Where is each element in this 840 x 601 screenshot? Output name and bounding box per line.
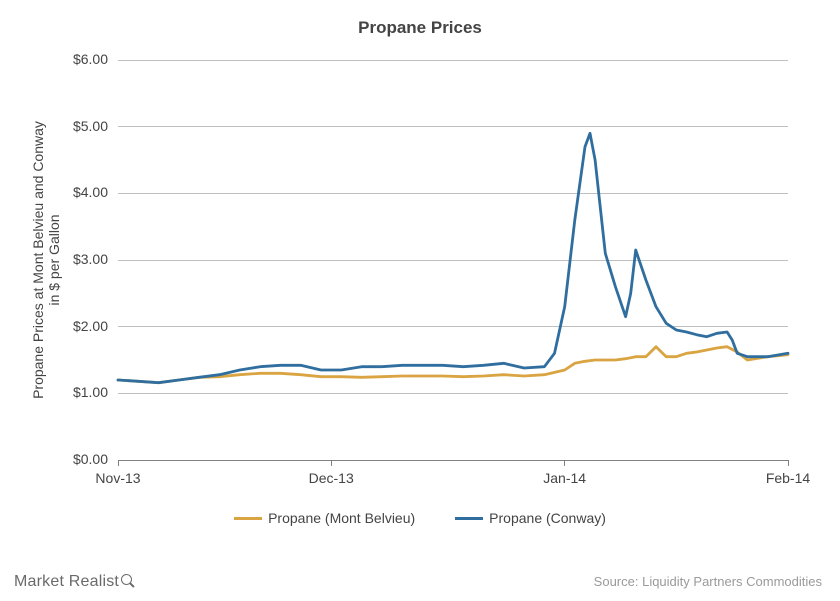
watermark: Market Realist [14,573,135,591]
legend-item: Propane (Conway) [455,510,606,526]
legend-swatch [234,517,262,520]
legend-item: Propane (Mont Belvieu) [234,510,415,526]
source-text: Source: Liquidity Partners Commodities [594,574,822,589]
series-line-1 [118,133,788,382]
legend-label: Propane (Conway) [489,510,606,526]
legend-swatch [455,517,483,520]
legend: Propane (Mont Belvieu) Propane (Conway) [0,510,840,526]
magnifier-icon [121,574,135,588]
legend-label: Propane (Mont Belvieu) [268,510,415,526]
watermark-text: Market Realist [14,573,119,590]
